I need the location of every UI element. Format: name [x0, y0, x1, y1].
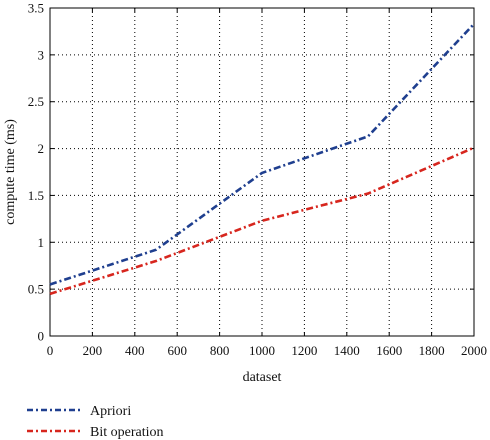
x-tick-label: 1000 — [249, 343, 275, 358]
legend: Apriori Bit operation — [27, 404, 164, 440]
series-line-apriori — [49, 23, 475, 286]
y-tick-label: 0.5 — [28, 282, 44, 297]
y-tick-label: 3 — [38, 47, 45, 62]
x-tick-label: 200 — [83, 343, 103, 358]
y-tick-label: 2.5 — [28, 94, 44, 109]
x-tick-label: 1400 — [334, 343, 360, 358]
x-tick-label: 0 — [47, 343, 54, 358]
y-tick-label: 2 — [38, 141, 45, 156]
x-tick-label: 400 — [125, 343, 145, 358]
x-tick-label: 800 — [210, 343, 230, 358]
legend-label: Apriori — [90, 404, 131, 419]
y-tick-label: 1 — [38, 235, 45, 250]
axis-ticks: 0 200 400 600 800 1000 1200 1400 1600 1800 2000 0 0.… — [28, 1, 487, 359]
x-tick-label: 1800 — [419, 343, 445, 358]
x-axis-title: dataset — [243, 370, 282, 385]
series-lines — [49, 23, 475, 296]
x-tick-label: 2000 — [461, 343, 487, 358]
x-tick-label: 600 — [167, 343, 187, 358]
y-tick-label: 0 — [38, 329, 45, 344]
x-tick-label: 1200 — [291, 343, 317, 358]
y-tick-label: 3.5 — [28, 1, 44, 16]
legend-label: Bit operation — [90, 425, 164, 440]
grid-lines — [50, 8, 474, 336]
y-tick-label: 1.5 — [28, 188, 44, 203]
x-tick-label: 1600 — [376, 343, 402, 358]
y-axis-title: compute time (ms) — [3, 119, 18, 225]
